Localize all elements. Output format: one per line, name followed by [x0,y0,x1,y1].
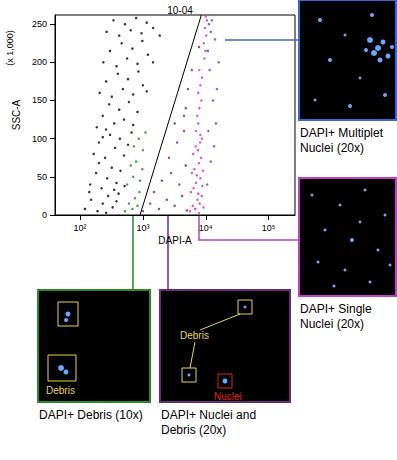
svg-text:DAPI+ Debris (10x): DAPI+ Debris (10x) [39,408,143,422]
svg-text:10-04: 10-04 [167,5,193,16]
svg-text:100: 100 [32,134,47,144]
svg-text:(x 1,000): (x 1,000) [5,30,15,66]
svg-text:10⁵: 10⁵ [262,223,276,233]
svg-text:250: 250 [32,19,47,29]
svg-text:DAPI+ Multiplet: DAPI+ Multiplet [300,126,386,140]
svg-text:Nuclei (20x): Nuclei (20x) [300,141,364,155]
svg-text:Debris (20x): Debris (20x) [161,423,226,437]
svg-text:DAPI+ Nuclei and: DAPI+ Nuclei and [161,408,259,422]
svg-text:Nuclei (20x): Nuclei (20x) [300,317,364,331]
svg-text:Debris: Debris [46,385,75,396]
svg-text:0: 0 [42,210,47,220]
svg-text:DAPI+ Single: DAPI+ Single [300,302,375,316]
svg-text:50: 50 [37,172,47,182]
svg-text:10⁴: 10⁴ [199,223,213,233]
svg-text:10²: 10² [74,223,87,233]
svg-text:Debris: Debris [180,330,209,341]
svg-text:150: 150 [32,95,47,105]
svg-text:10³: 10³ [136,223,149,233]
svg-text:200: 200 [32,57,47,67]
svg-text:SSC-A: SSC-A [11,99,22,130]
svg-text:DAPI-A: DAPI-A [158,235,192,246]
svg-text:Nuclei: Nuclei [214,391,242,402]
